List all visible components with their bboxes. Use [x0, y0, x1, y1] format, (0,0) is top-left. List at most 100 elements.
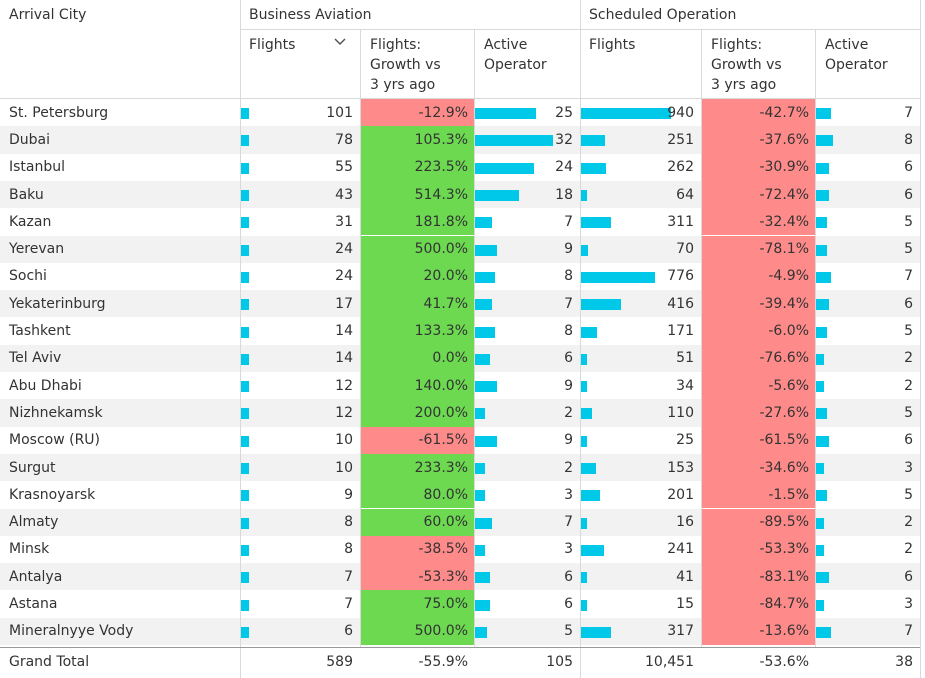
data-bar	[475, 599, 490, 611]
row-label-city[interactable]: Kazan	[9, 213, 52, 230]
row-label-city[interactable]: Sochi	[9, 268, 47, 285]
cell-value: 7	[564, 295, 573, 312]
cell-value: 105	[546, 654, 573, 670]
growth-cell: 0.0%	[361, 344, 474, 372]
row-label-city[interactable]: Almaty	[9, 514, 59, 531]
data-bar	[816, 217, 827, 229]
growth-value: -1.5%	[768, 486, 809, 503]
growth-value: 60.0%	[423, 514, 468, 531]
row-label-city[interactable]: St. Petersburg	[9, 104, 109, 121]
cell-value: 6	[564, 568, 573, 585]
growth-value: -12.9%	[418, 104, 468, 121]
row-label-city[interactable]: Yekaterinburg	[9, 295, 106, 312]
cell-value: 311	[667, 213, 694, 230]
col-header-ba-growth[interactable]: Flights: Growth vs 3 yrs ago	[370, 37, 441, 93]
cell-value: 41	[676, 568, 694, 585]
data-bar	[241, 108, 249, 120]
data-bar	[816, 463, 824, 475]
growth-value: 514.3%	[414, 186, 468, 203]
sort-chevron-down-icon[interactable]	[333, 35, 347, 49]
row-label-city[interactable]: Surgut	[9, 459, 56, 476]
table-row: Abu Dhabi 12 140.0% 9 34 -5.6% 2	[0, 372, 920, 400]
growth-value: 223.5%	[414, 159, 468, 176]
row-header-arrival-city[interactable]: Arrival City	[9, 7, 87, 23]
row-label-city[interactable]: Minsk	[9, 541, 50, 558]
cell-value: 43	[335, 186, 353, 203]
row-label-city[interactable]: Yerevan	[9, 241, 65, 258]
growth-value: 41.7%	[423, 295, 468, 312]
col-header-so-growth[interactable]: Flights: Growth vs 3 yrs ago	[711, 37, 782, 93]
row-label-city[interactable]: Baku	[9, 186, 44, 203]
cell-value: 12	[335, 404, 353, 421]
row-label-city[interactable]: Astana	[9, 596, 58, 613]
data-bar	[816, 572, 829, 584]
row-label-city[interactable]: Nizhnekamsk	[9, 404, 103, 421]
cell-value: 7	[904, 104, 913, 121]
data-bar	[475, 108, 536, 120]
cell-value: 51	[676, 350, 694, 367]
table-row: Kazan 31 181.8% 7 311 -32.4% 5	[0, 208, 920, 236]
cell-value: 5	[904, 213, 913, 230]
cell-value: 2	[904, 377, 913, 394]
grid-divider	[0, 647, 920, 648]
growth-cell: -53.6%	[702, 648, 815, 676]
growth-value: 75.0%	[423, 596, 468, 613]
data-bar	[581, 626, 612, 638]
col-header-so-operators[interactable]: Active Operator	[825, 37, 888, 73]
row-label-city[interactable]: Moscow (RU)	[9, 432, 100, 449]
growth-cell: -13.6%	[702, 617, 815, 645]
data-bar	[475, 463, 485, 475]
data-bar	[581, 490, 601, 502]
growth-value: -30.9%	[759, 159, 809, 176]
cell-value: 6	[904, 186, 913, 203]
row-label-city[interactable]: Tashkent	[9, 323, 71, 340]
grid-divider	[360, 30, 361, 648]
cell-value: 251	[667, 131, 694, 148]
row-label-city[interactable]: Mineralnyye Vody	[9, 623, 134, 640]
cell-value: 8	[344, 541, 353, 558]
growth-value: -89.5%	[759, 514, 809, 531]
grand-total-label[interactable]: Grand Total	[9, 654, 90, 670]
data-bar	[475, 435, 497, 447]
growth-cell: -89.5%	[702, 508, 815, 536]
row-label-city[interactable]: Istanbul	[9, 159, 66, 176]
table-row: Almaty 8 60.0% 7 16 -89.5% 2	[0, 508, 920, 536]
row-label-city[interactable]: Abu Dhabi	[9, 377, 82, 394]
growth-cell: -84.7%	[702, 590, 815, 618]
growth-cell: -12.9%	[361, 99, 474, 127]
growth-cell: -27.6%	[702, 399, 815, 427]
cell-value: 5	[904, 323, 913, 340]
cell-value: 31	[335, 213, 353, 230]
cell-value: 171	[667, 323, 694, 340]
cell-value: 15	[676, 596, 694, 613]
growth-cell: 233.3%	[361, 453, 474, 482]
data-bar	[816, 353, 824, 365]
data-bar	[241, 490, 249, 502]
cell-value: 6	[904, 432, 913, 449]
growth-cell: -61.5%	[361, 426, 474, 454]
data-bar	[581, 190, 588, 202]
data-bar	[475, 244, 497, 256]
table-row: St. Petersburg 101 -12.9% 25 940 -42.7% 7	[0, 99, 920, 127]
growth-value: -53.3%	[418, 568, 468, 585]
row-label-city[interactable]: Krasnoyarsk	[9, 486, 96, 503]
cell-value: 5	[904, 486, 913, 503]
row-label-city[interactable]: Tel Aviv	[9, 350, 62, 367]
data-bar	[475, 544, 485, 556]
row-label-city[interactable]: Dubai	[9, 131, 51, 148]
growth-cell: 500.0%	[361, 617, 474, 645]
growth-value: 140.0%	[414, 377, 468, 394]
data-bar	[241, 326, 249, 338]
growth-value: -84.7%	[759, 596, 809, 613]
data-bar	[816, 544, 824, 556]
col-header-so-flights[interactable]: Flights	[589, 37, 636, 53]
col-header-ba-operators[interactable]: Active Operator	[484, 37, 547, 73]
data-bar	[816, 626, 831, 638]
col-header-ba-flights[interactable]: Flights	[249, 37, 296, 53]
growth-value: -34.6%	[759, 459, 809, 476]
row-label-city[interactable]: Antalya	[9, 568, 63, 585]
cell-value: 78	[335, 131, 353, 148]
cell-value: 10	[335, 459, 353, 476]
data-bar	[475, 271, 495, 283]
growth-value: 133.3%	[414, 323, 468, 340]
